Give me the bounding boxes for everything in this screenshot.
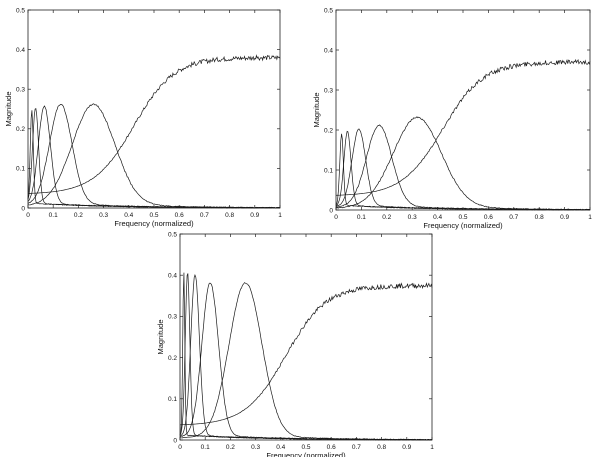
series-line-5 (27, 110, 281, 209)
plot-area (335, 9, 591, 211)
y-tick-label: 0.1 (168, 396, 177, 403)
x-tick-label: 0.8 (535, 214, 544, 221)
x-tick-label: 0.1 (201, 444, 210, 451)
y-tick-label: 0 (21, 205, 25, 212)
series-line-3 (27, 105, 281, 209)
series-line-2 (335, 124, 591, 211)
x-tick-label: 0 (334, 214, 338, 221)
x-tick-label: 0.5 (149, 212, 158, 219)
y-tick-label: 0 (173, 437, 177, 444)
x-tick-label: 0.2 (74, 212, 83, 219)
y-tick-label: 0.2 (168, 355, 177, 362)
y-tick-label: 0.4 (16, 47, 25, 54)
x-tick-label: 1 (278, 212, 282, 219)
x-tick-label: 0.7 (509, 214, 518, 221)
x-tick-label: 1 (430, 444, 434, 451)
y-tick-label: 0.1 (324, 167, 333, 174)
chart-panel-bottom: 0 0.1 0.2 0.3 0.4 0.5 0.6 0.7 0.8 0.9 1 0 0.1 0.2 0.3 0… (156, 231, 434, 457)
x-tick-label: 0.5 (458, 214, 467, 221)
y-tick-label: 0.2 (324, 127, 333, 134)
x-tick-label: 0.3 (99, 212, 108, 219)
x-tick-label: 0 (26, 212, 30, 219)
series-line-4 (27, 108, 281, 209)
series-line-0 (335, 58, 591, 196)
series-line-1 (335, 116, 591, 211)
plot-area (27, 9, 281, 209)
chart-panel-top-left: 0 0.1 0.2 0.3 0.4 0.5 0.6 0.7 0.8 0.9 1 0 0.1 0.2 0.3 0… (4, 7, 282, 228)
series-line-2 (27, 103, 281, 209)
x-tick-label: 1 (588, 214, 592, 221)
x-axis-label: Frequency (normalized) (114, 219, 194, 228)
series-line-5 (179, 272, 433, 441)
x-tick-label: 0.6 (175, 212, 184, 219)
y-tick-label: 0.3 (168, 314, 177, 321)
x-tick-label: 0.9 (250, 212, 259, 219)
x-tick-label: 0.8 (225, 212, 234, 219)
series-line-1 (27, 103, 281, 209)
y-tick-label: 0 (329, 207, 333, 214)
y-axis-label: Magnitude (312, 92, 321, 127)
chart-panel-top-right: 0 0.1 0.2 0.3 0.4 0.5 0.6 0.7 0.8 0.9 1 0 0.1 0.2 0.3 0… (312, 7, 592, 230)
x-tick-label: 0.1 (49, 212, 58, 219)
x-tick-label: 0.4 (433, 214, 442, 221)
x-axis-label: Frequency (normalized) (266, 451, 346, 457)
x-tick-label: 0.1 (357, 214, 366, 221)
y-axis-label: Magnitude (4, 91, 13, 126)
y-axis-label: Magnitude (156, 319, 165, 354)
y-tick-label: 0.3 (16, 87, 25, 94)
y-tick-label: 0.4 (324, 47, 333, 54)
x-tick-label: 0.2 (226, 444, 235, 451)
x-tick-label: 0 (178, 444, 182, 451)
y-tick-label: 0.5 (168, 231, 177, 238)
x-tick-label: 0.2 (382, 214, 391, 221)
series-line-5 (335, 133, 591, 211)
x-tick-label: 0.3 (408, 214, 417, 221)
y-tick-label: 0.1 (16, 166, 25, 173)
y-tick-label: 0.5 (324, 7, 333, 14)
y-tick-label: 0.3 (324, 87, 333, 94)
series-line-3 (335, 128, 591, 211)
x-tick-label: 0.3 (251, 444, 260, 451)
y-tick-label: 0.4 (168, 273, 177, 280)
y-tick-label: 0.2 (16, 126, 25, 133)
x-tick-label: 0.6 (484, 214, 493, 221)
x-axis-label: Frequency (normalized) (423, 221, 503, 230)
x-tick-label: 0.5 (301, 444, 310, 451)
x-tick-label: 0.7 (352, 444, 361, 451)
x-tick-label: 0.8 (377, 444, 386, 451)
series-line-4 (179, 273, 433, 441)
y-tick-label: 0.5 (16, 7, 25, 14)
series-line-3 (179, 274, 433, 441)
series-line-4 (335, 130, 591, 211)
x-tick-label: 0.6 (327, 444, 336, 451)
x-tick-label: 0.9 (560, 214, 569, 221)
x-tick-label: 0.4 (124, 212, 133, 219)
series-line-0 (179, 282, 433, 426)
x-tick-label: 0.9 (402, 444, 411, 451)
series-line-1 (179, 282, 433, 441)
x-tick-label: 0.7 (200, 212, 209, 219)
series-line-2 (179, 282, 433, 441)
series-line-0 (27, 54, 281, 194)
x-tick-label: 0.4 (276, 444, 285, 451)
